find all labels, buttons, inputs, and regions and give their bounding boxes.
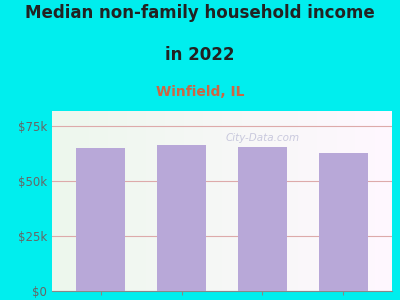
Bar xyxy=(319,153,368,291)
Bar xyxy=(157,145,206,291)
Bar xyxy=(238,147,287,291)
Text: City-Data.com: City-Data.com xyxy=(226,133,300,143)
Text: in 2022: in 2022 xyxy=(165,46,235,64)
Bar xyxy=(76,148,125,291)
Text: Median non-family household income: Median non-family household income xyxy=(25,4,375,22)
Text: Winfield, IL: Winfield, IL xyxy=(156,85,244,100)
